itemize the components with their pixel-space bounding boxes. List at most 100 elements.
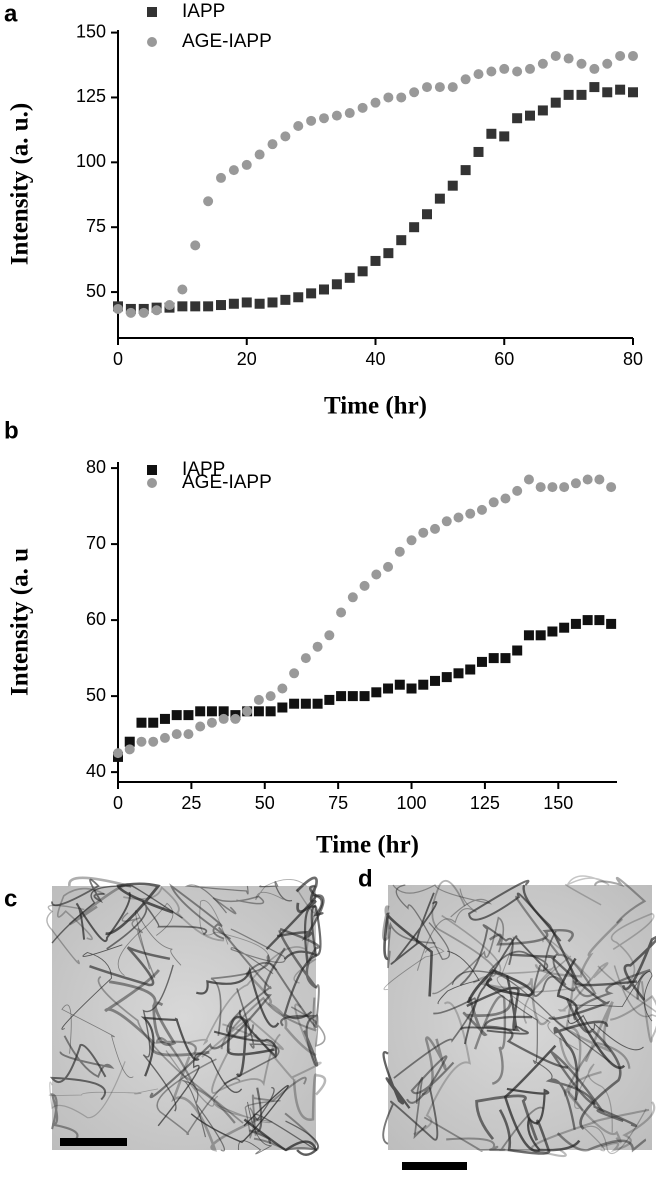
fiber (610, 981, 656, 1043)
fiber (59, 1035, 115, 1079)
marker (159, 732, 170, 743)
marker (267, 139, 278, 150)
fiber (165, 1050, 273, 1124)
fiber (51, 884, 183, 944)
marker (312, 698, 323, 709)
marker (406, 683, 417, 694)
marker (359, 580, 370, 591)
marker (550, 97, 561, 108)
x-tick-label: 0 (113, 349, 123, 369)
fiber (432, 916, 505, 995)
marker (306, 115, 317, 126)
marker (195, 721, 206, 732)
fiber (280, 1014, 319, 1067)
y-tick-label: 40 (86, 761, 106, 781)
y-tick-label: 80 (86, 457, 106, 477)
marker (319, 113, 329, 124)
fiber (621, 935, 656, 1001)
y-tick-label: 125 (76, 86, 106, 106)
marker (267, 297, 278, 308)
marker (164, 300, 175, 311)
fiber (295, 876, 318, 913)
marker (216, 300, 226, 311)
fiber (567, 1014, 644, 1051)
marker (563, 89, 574, 100)
fiber (283, 905, 322, 963)
fiber (259, 881, 293, 902)
marker (582, 474, 593, 485)
marker (336, 691, 347, 702)
fiber (446, 1137, 540, 1152)
fiber (610, 912, 655, 985)
legend-label: IAPP (182, 459, 225, 480)
fiber (157, 1052, 243, 1127)
y-tick-label: 60 (86, 609, 106, 629)
fiber (290, 1006, 326, 1047)
fiber (142, 964, 177, 1112)
marker (347, 592, 358, 603)
marker (606, 482, 617, 493)
marker (559, 482, 570, 493)
fiber (276, 884, 325, 941)
fiber (597, 965, 656, 1018)
marker (312, 641, 323, 652)
marker (499, 131, 510, 142)
marker (138, 307, 149, 318)
marker (289, 698, 300, 709)
marker (171, 729, 182, 740)
fiber (466, 968, 534, 1004)
fiber (223, 988, 280, 1085)
fiber (46, 904, 85, 965)
fiber (509, 953, 611, 1020)
marker (300, 653, 311, 664)
marker (344, 272, 355, 283)
fiber (190, 1084, 289, 1144)
marker (216, 172, 226, 183)
fiber (473, 995, 507, 1085)
marker (277, 683, 288, 694)
marker (383, 561, 394, 572)
x-tick-label: 80 (623, 349, 643, 369)
marker (537, 105, 548, 116)
x-tick-label: 60 (494, 349, 514, 369)
marker (396, 235, 407, 246)
fiber (556, 1132, 647, 1153)
marker (241, 159, 252, 170)
marker (394, 679, 405, 690)
fiber (245, 972, 317, 1057)
fiber (249, 1087, 272, 1144)
marker (277, 702, 288, 713)
marker (324, 630, 335, 641)
marker (447, 180, 458, 191)
marker (125, 307, 136, 318)
fiber (283, 905, 318, 1020)
fiber (531, 937, 591, 993)
scale-bar (402, 1162, 467, 1170)
marker (418, 679, 429, 690)
marker (460, 165, 471, 176)
fiber (169, 883, 232, 940)
fiber (387, 921, 436, 969)
micrograph (46, 876, 327, 1156)
marker (265, 706, 276, 717)
fiber (97, 975, 244, 1124)
marker (254, 149, 265, 160)
marker (465, 508, 476, 519)
marker (441, 672, 452, 683)
fiber (156, 1058, 241, 1136)
marker (344, 108, 355, 119)
x-tick-label: 40 (365, 349, 385, 369)
fiber (506, 1087, 550, 1151)
marker (570, 478, 581, 489)
fiber (226, 1015, 275, 1077)
fiber (75, 891, 131, 943)
marker (371, 569, 382, 580)
marker (430, 523, 441, 534)
marker (336, 607, 347, 618)
fiber (557, 962, 609, 1012)
fiber (254, 1003, 322, 1080)
marker (359, 691, 370, 702)
legend-label: AGE-IAPP (182, 472, 272, 493)
marker (615, 84, 626, 95)
fiber (49, 1043, 107, 1101)
